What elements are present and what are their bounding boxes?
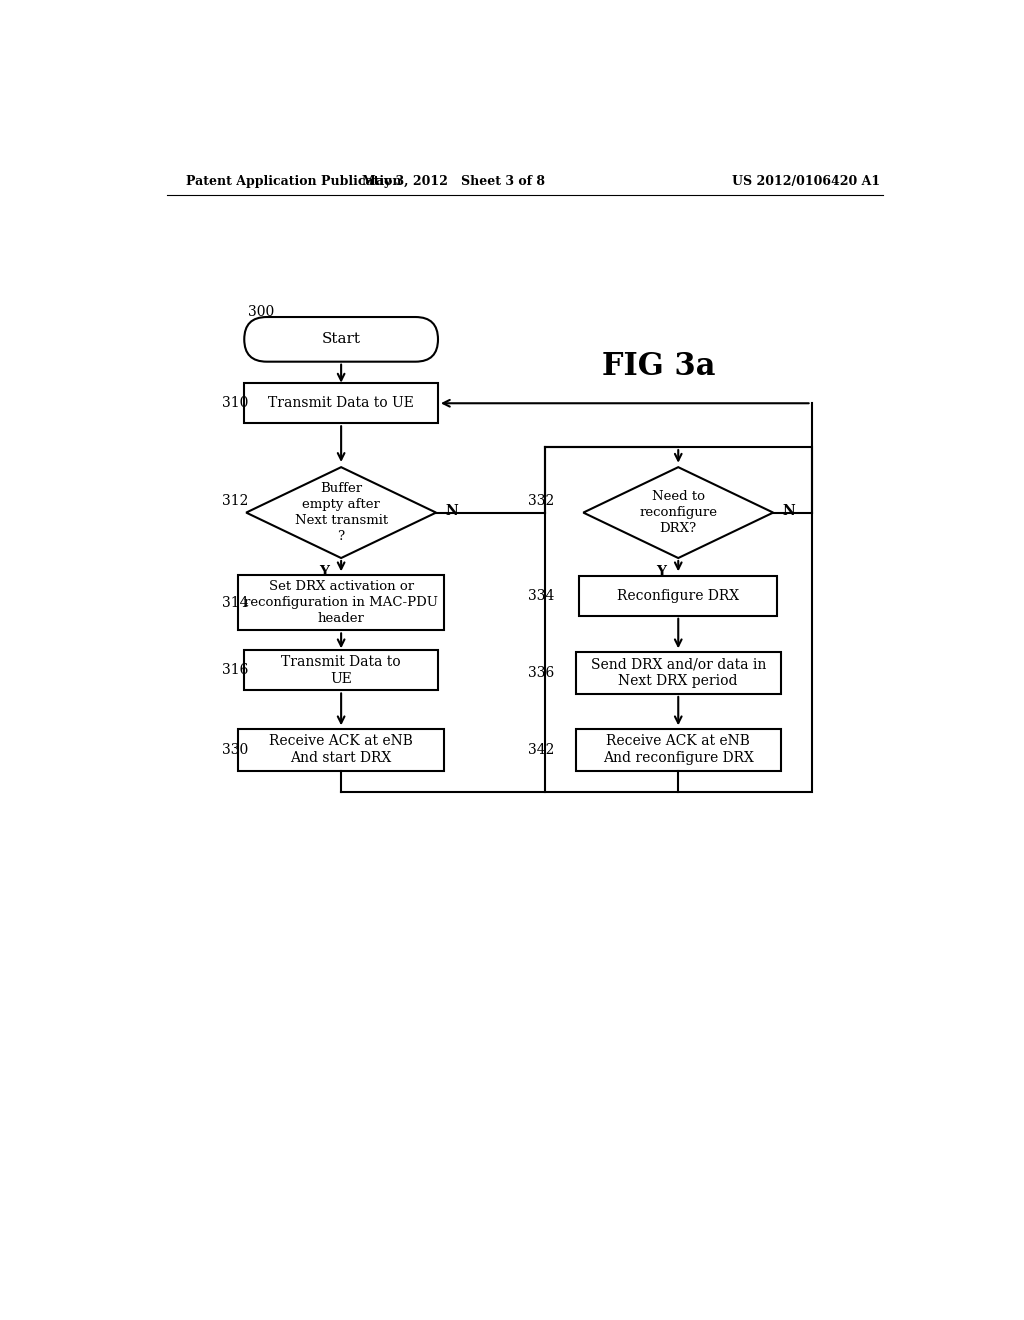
Bar [580,576,777,616]
Text: Set DRX activation or
reconfiguration in MAC-PDU
header: Set DRX activation or reconfiguration in… [244,581,438,626]
Text: Buffer
empty after
Next transmit
?: Buffer empty after Next transmit ? [295,482,388,543]
Text: Transmit Data to UE: Transmit Data to UE [268,396,414,411]
Text: 316: 316 [222,664,248,677]
Text: 342: 342 [528,743,554,756]
Text: May 3, 2012   Sheet 3 of 8: May 3, 2012 Sheet 3 of 8 [362,176,545,187]
Text: Transmit Data to
UE: Transmit Data to UE [282,655,401,686]
Text: N: N [445,504,458,517]
Text: 332: 332 [528,494,554,508]
Text: Receive ACK at eNB
And reconfigure DRX: Receive ACK at eNB And reconfigure DRX [603,734,754,766]
Text: 314: 314 [221,595,248,610]
Text: Start: Start [322,333,360,346]
Text: Y: Y [656,565,667,579]
Text: Receive ACK at eNB
And start DRX: Receive ACK at eNB And start DRX [269,734,413,766]
Text: FIG 3a: FIG 3a [602,351,716,381]
Text: N: N [782,504,796,517]
Bar [245,651,438,690]
Bar [575,729,781,771]
Text: 334: 334 [528,589,554,603]
Text: 300: 300 [248,305,274,319]
Text: 336: 336 [528,665,554,680]
Text: Y: Y [319,565,329,579]
Bar [545,447,812,792]
Bar [239,729,443,771]
Text: Need to
reconfigure
DRX?: Need to reconfigure DRX? [639,490,717,535]
Text: Send DRX and/or data in
Next DRX period: Send DRX and/or data in Next DRX period [591,657,766,689]
Text: Reconfigure DRX: Reconfigure DRX [617,589,739,603]
Bar [575,652,781,694]
Text: 312: 312 [222,494,248,508]
Text: 310: 310 [222,396,248,411]
Bar [245,383,438,424]
Text: Patent Application Publication: Patent Application Publication [186,176,401,187]
Bar [239,576,443,631]
Text: US 2012/0106420 A1: US 2012/0106420 A1 [732,176,881,187]
Text: 330: 330 [222,743,248,756]
